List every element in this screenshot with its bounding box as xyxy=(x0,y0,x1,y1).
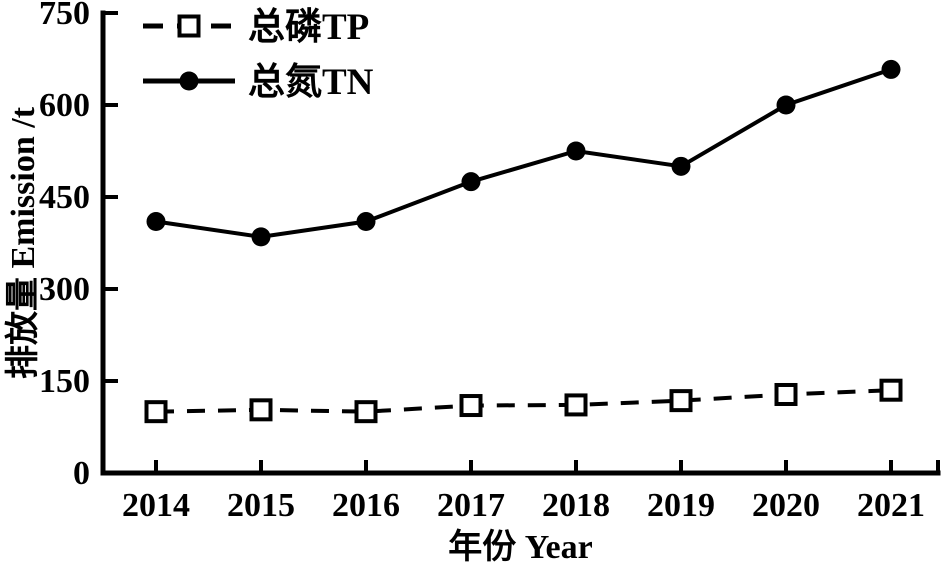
legend-marker xyxy=(179,71,199,91)
data-point-marker xyxy=(881,59,901,79)
legend-marker xyxy=(177,14,201,38)
x-tick-label: 2018 xyxy=(542,487,610,524)
data-point-marker xyxy=(564,393,588,417)
data-point-marker xyxy=(671,156,691,176)
legend-item: 总磷TP xyxy=(143,6,369,48)
series-tp xyxy=(144,378,903,424)
data-point-marker xyxy=(356,212,376,232)
x-tick-label: 2016 xyxy=(332,487,400,524)
x-tick-label: 2017 xyxy=(437,487,505,524)
data-point-marker xyxy=(669,389,693,413)
x-tick-label: 2019 xyxy=(647,487,715,524)
data-point-marker xyxy=(776,95,796,115)
data-point-marker xyxy=(461,172,481,192)
data-point-marker xyxy=(879,378,903,402)
y-axis-title: 排放量 Emission /t xyxy=(4,106,42,379)
x-tick-label: 2020 xyxy=(752,487,820,524)
data-point-marker xyxy=(144,400,168,424)
data-point-marker xyxy=(146,212,166,232)
legend-label: 总磷TP xyxy=(248,6,369,48)
y-tick-label: 150 xyxy=(39,363,90,400)
x-tick-label: 2015 xyxy=(227,487,295,524)
data-point-marker xyxy=(459,394,483,418)
y-tick-label: 750 xyxy=(39,0,90,32)
series-line xyxy=(155,67,892,239)
y-tick-label: 450 xyxy=(39,179,90,216)
legend-label: 总氮TN xyxy=(248,61,374,103)
data-point-marker xyxy=(774,382,798,406)
legend: 总磷TP 总氮TN xyxy=(143,6,374,103)
x-tick-label: 2014 xyxy=(122,487,190,524)
data-point-marker xyxy=(566,141,586,161)
legend-item: 总氮TN xyxy=(143,61,374,103)
data-point-marker xyxy=(251,227,271,247)
x-tick-label: 2021 xyxy=(857,487,925,524)
data-point-marker xyxy=(354,400,378,424)
y-tick-label: 600 xyxy=(39,87,90,124)
series-tn xyxy=(146,59,901,247)
y-tick-label: 300 xyxy=(39,271,90,308)
x-axis-title: 年份 Year xyxy=(448,528,592,566)
y-tick-label: 0 xyxy=(73,455,90,492)
data-point-marker xyxy=(249,398,273,422)
